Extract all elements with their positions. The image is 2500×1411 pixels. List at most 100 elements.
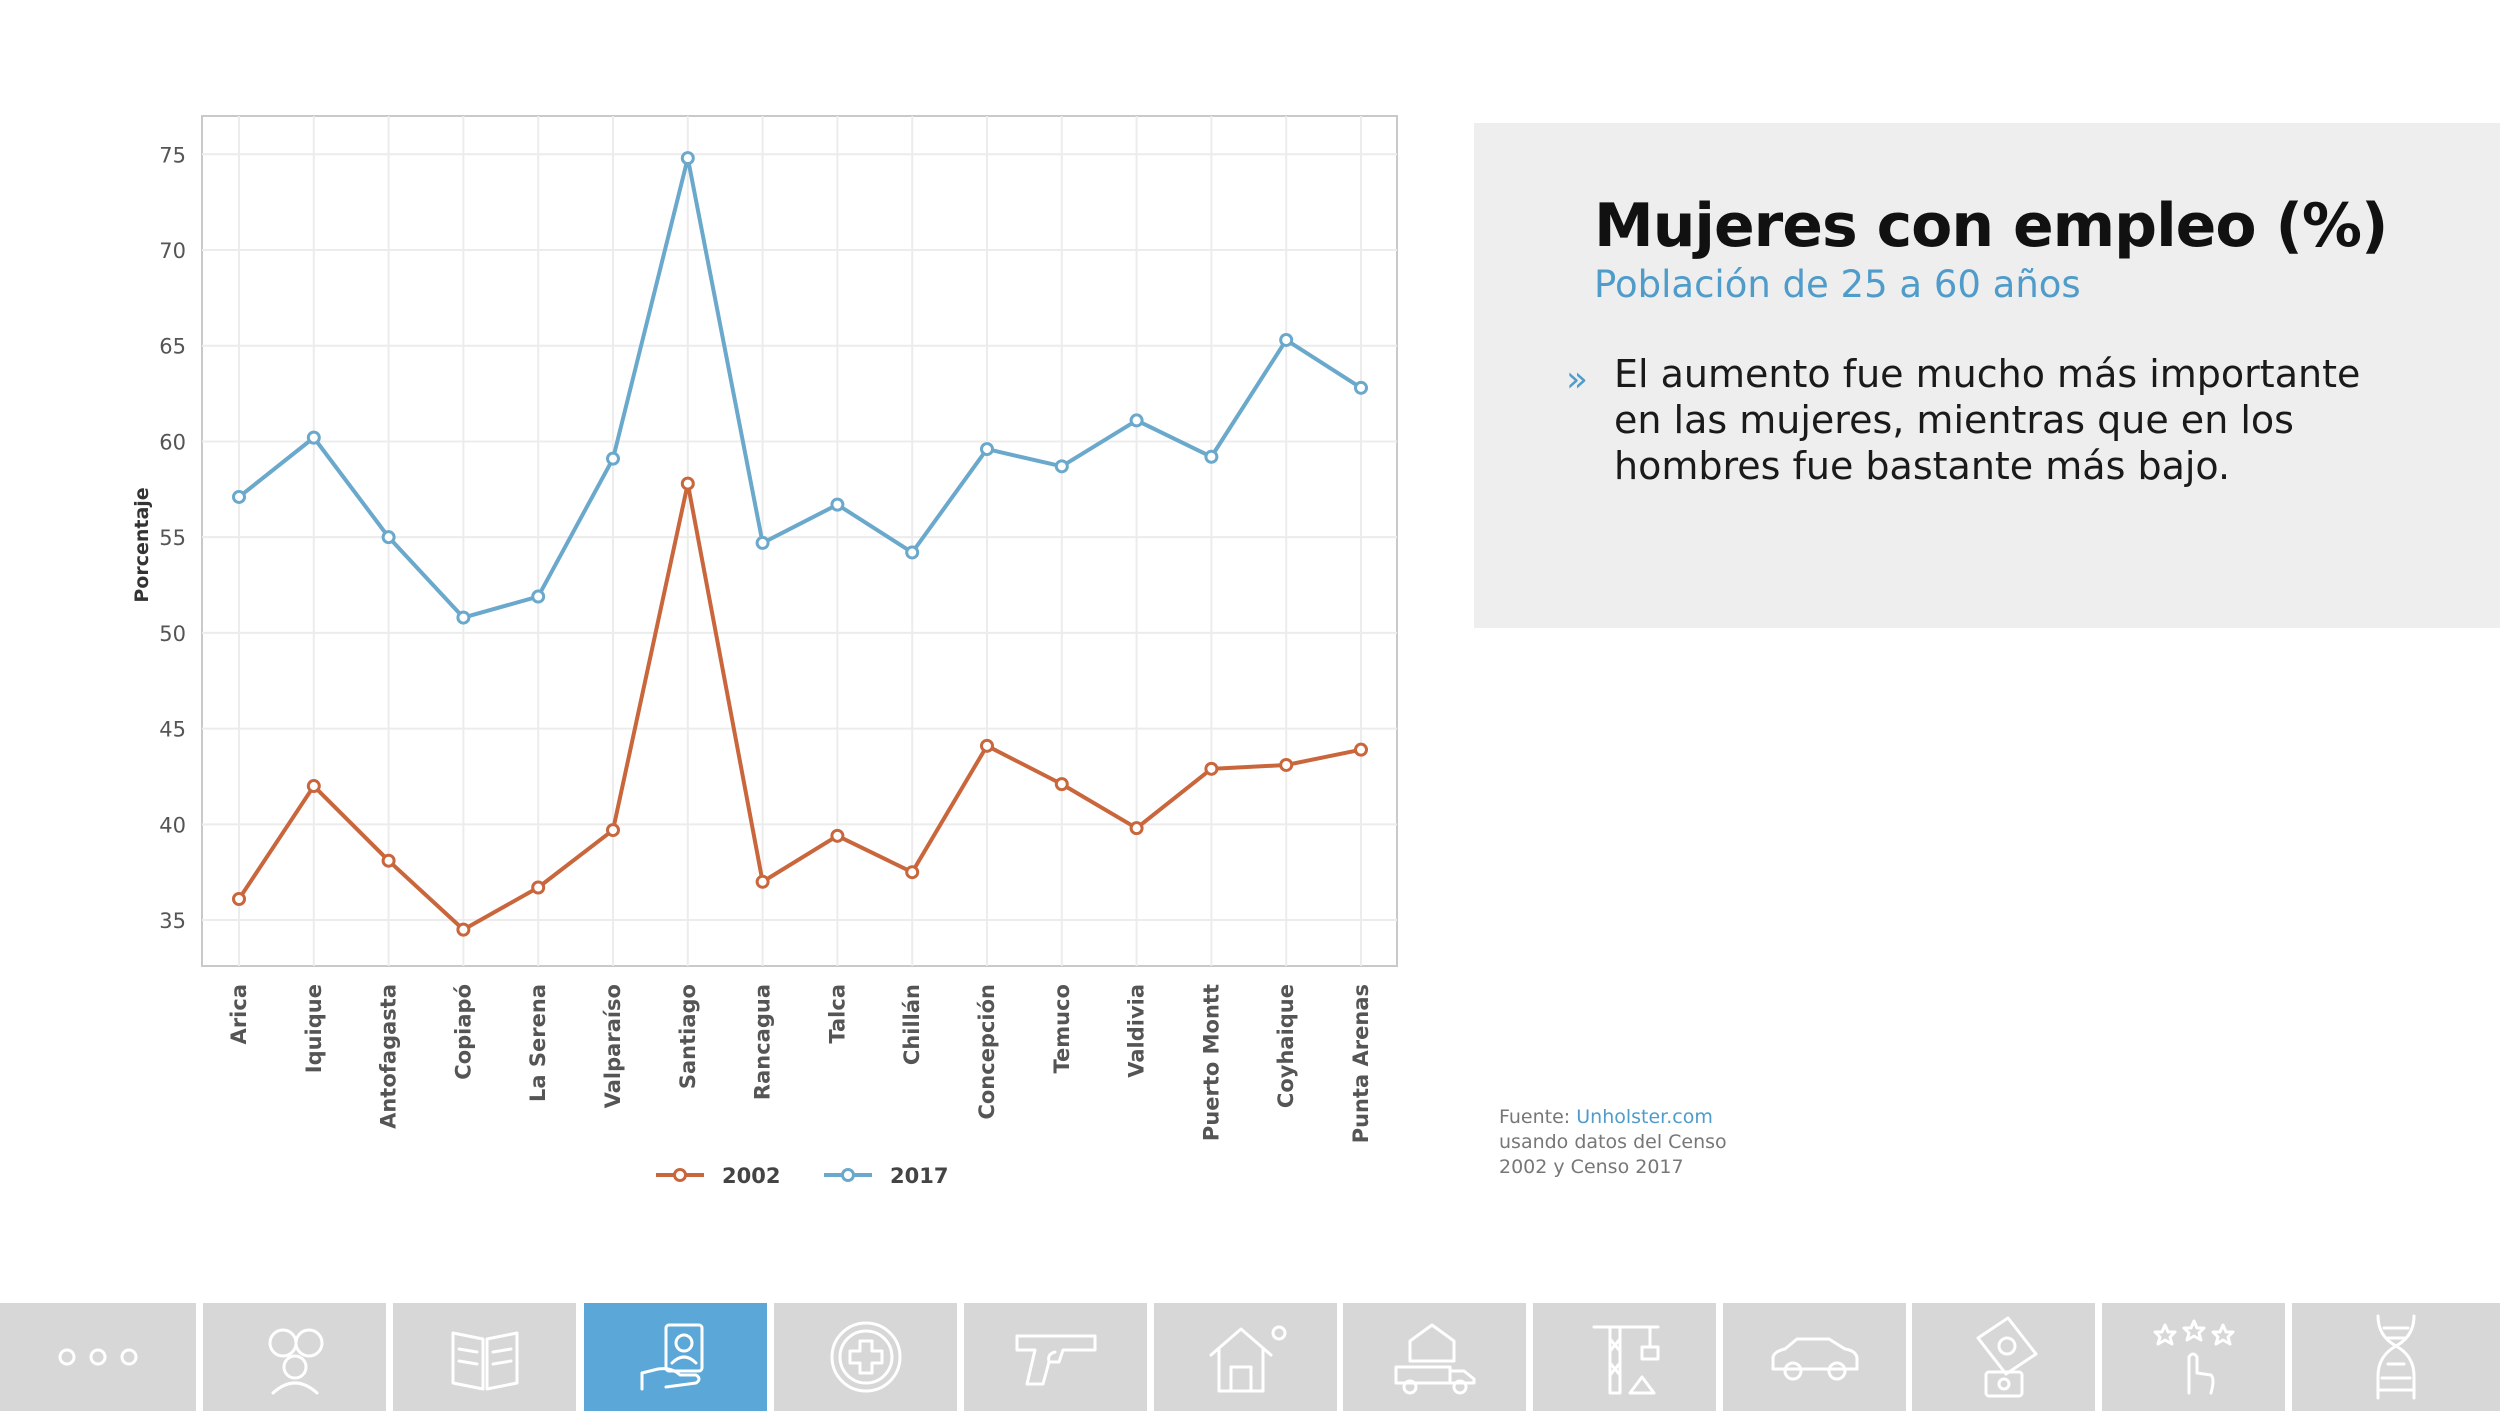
nav-item-health-cross[interactable] bbox=[774, 1303, 957, 1411]
data-point-2017 bbox=[1279, 332, 1294, 347]
data-point-2017 bbox=[905, 545, 920, 560]
info-panel: Mujeres con empleo (%) Población de 25 a… bbox=[1474, 123, 2500, 628]
data-point-2017 bbox=[1354, 380, 1368, 395]
people-icon bbox=[255, 1317, 335, 1397]
nav-item-dna[interactable] bbox=[2292, 1303, 2500, 1411]
y-tick-label: 75 bbox=[159, 143, 186, 167]
data-point-2017 bbox=[381, 530, 396, 545]
nav-item-employment[interactable] bbox=[584, 1303, 767, 1411]
plot-area bbox=[201, 115, 1398, 967]
legend-label-2017: 2017 bbox=[890, 1164, 948, 1188]
bullet-marker: » bbox=[1566, 359, 1589, 400]
data-point-2017 bbox=[1129, 413, 1144, 428]
cash-icon bbox=[1964, 1312, 2044, 1402]
bottom-nav-bar bbox=[0, 1303, 2500, 1411]
data-point-2017 bbox=[456, 610, 471, 625]
x-tick-label: Arica bbox=[227, 984, 251, 1044]
health-cross-icon bbox=[826, 1317, 906, 1397]
x-tick-label: Valparaíso bbox=[601, 984, 625, 1108]
x-tick-label: Rancagua bbox=[751, 984, 775, 1100]
nav-item-car[interactable] bbox=[1723, 1303, 1906, 1411]
gun-icon bbox=[1011, 1322, 1101, 1392]
x-tick-label: Copiapó bbox=[451, 984, 475, 1080]
employment-icon bbox=[636, 1317, 716, 1397]
data-point-2017 bbox=[755, 535, 770, 550]
data-point-2002 bbox=[1279, 757, 1294, 772]
data-point-2002 bbox=[830, 828, 845, 843]
data-point-2002 bbox=[905, 865, 920, 880]
construction-crane-icon bbox=[1580, 1317, 1670, 1397]
y-tick-label: 40 bbox=[159, 813, 186, 837]
books-icon bbox=[445, 1317, 525, 1397]
nav-item-books[interactable] bbox=[393, 1303, 576, 1411]
data-point-2002 bbox=[381, 853, 396, 868]
source-line2: usando datos del Censo bbox=[1499, 1131, 1727, 1153]
data-point-2017 bbox=[531, 589, 546, 604]
nav-item-moving-house[interactable] bbox=[1343, 1303, 1526, 1411]
data-point-2002 bbox=[306, 779, 321, 794]
rating-stars-icon bbox=[2149, 1317, 2239, 1397]
series-line-2002 bbox=[237, 481, 1362, 932]
x-tick-label: Santiago bbox=[676, 984, 700, 1089]
data-point-2002 bbox=[980, 738, 994, 753]
x-tick-label: Antofagasta bbox=[377, 984, 401, 1129]
y-tick-label: 55 bbox=[159, 526, 186, 550]
data-point-2017 bbox=[830, 497, 845, 512]
series-line-2017 bbox=[237, 156, 1363, 620]
y-tick-label: 60 bbox=[159, 430, 186, 454]
panel-subtitle: Población de 25 a 60 años bbox=[1594, 263, 2081, 306]
data-point-2017 bbox=[680, 151, 695, 166]
data-point-2017 bbox=[606, 451, 620, 466]
data-point-2002 bbox=[232, 891, 246, 906]
data-point-2002 bbox=[606, 823, 620, 838]
x-tick-label: Valdivia bbox=[1125, 984, 1149, 1078]
nav-item-gun[interactable] bbox=[964, 1303, 1147, 1411]
y-tick-label: 70 bbox=[159, 239, 186, 263]
data-point-2002 bbox=[456, 922, 471, 937]
y-tick-label: 50 bbox=[159, 622, 186, 646]
bullet-text: El aumento fue mucho más importante en l… bbox=[1614, 352, 2361, 488]
x-tick-label: Temuco bbox=[1050, 984, 1074, 1074]
data-point-2017 bbox=[1204, 449, 1219, 464]
data-point-2002 bbox=[1054, 777, 1069, 792]
x-tick-label: Talca bbox=[825, 984, 849, 1044]
nav-item-construction-crane[interactable] bbox=[1533, 1303, 1716, 1411]
source-prefix: Fuente: bbox=[1499, 1106, 1577, 1128]
y-tick-label: 45 bbox=[159, 718, 186, 742]
nav-item-cash[interactable] bbox=[1912, 1303, 2095, 1411]
x-tick-label: Puerto Montt bbox=[1199, 984, 1223, 1141]
nav-item-housing[interactable] bbox=[1154, 1303, 1337, 1411]
car-icon bbox=[1765, 1327, 1865, 1387]
data-point-2017 bbox=[1054, 459, 1069, 474]
x-tick-label: Punta Arenas bbox=[1349, 984, 1373, 1143]
x-tick-label: Coyhaique bbox=[1274, 984, 1298, 1108]
source-note: Fuente: Unholster.com usando datos del C… bbox=[1499, 1105, 1819, 1180]
data-point-2017 bbox=[306, 430, 321, 445]
y-axis-label: Porcentaje bbox=[131, 487, 153, 602]
data-point-2002 bbox=[755, 874, 770, 889]
x-tick-label: La Serena bbox=[526, 984, 550, 1102]
panel-title: Mujeres con empleo (%) bbox=[1594, 191, 2388, 261]
legend-marker-2017 bbox=[841, 1168, 855, 1182]
nav-item-rating-stars[interactable] bbox=[2102, 1303, 2285, 1411]
housing-icon bbox=[1201, 1317, 1291, 1397]
legend-marker-2002 bbox=[673, 1168, 687, 1182]
source-link[interactable]: Unholster.com bbox=[1576, 1106, 1713, 1128]
data-point-2017 bbox=[232, 489, 246, 504]
x-tick-label: Iquique bbox=[302, 984, 326, 1073]
y-tick-label: 65 bbox=[159, 335, 186, 359]
data-point-2017 bbox=[980, 442, 994, 457]
x-tick-label: Chillán bbox=[900, 984, 924, 1065]
nav-item-more-dots[interactable] bbox=[0, 1303, 196, 1411]
data-point-2002 bbox=[1129, 821, 1144, 836]
dna-icon bbox=[2366, 1312, 2426, 1402]
line-chart: 35 40 45 50 55 60 65 70 75 Arica Iquique Antofagast… bbox=[131, 115, 1398, 1188]
x-tick-label: Concepción bbox=[975, 984, 999, 1120]
nav-item-people[interactable] bbox=[203, 1303, 386, 1411]
moving-house-icon bbox=[1390, 1317, 1480, 1397]
legend-label-2002: 2002 bbox=[722, 1164, 780, 1188]
data-point-2002 bbox=[680, 476, 695, 491]
source-line3: 2002 y Censo 2017 bbox=[1499, 1156, 1684, 1178]
y-tick-label: 35 bbox=[159, 909, 186, 933]
data-point-2002 bbox=[1204, 761, 1219, 776]
